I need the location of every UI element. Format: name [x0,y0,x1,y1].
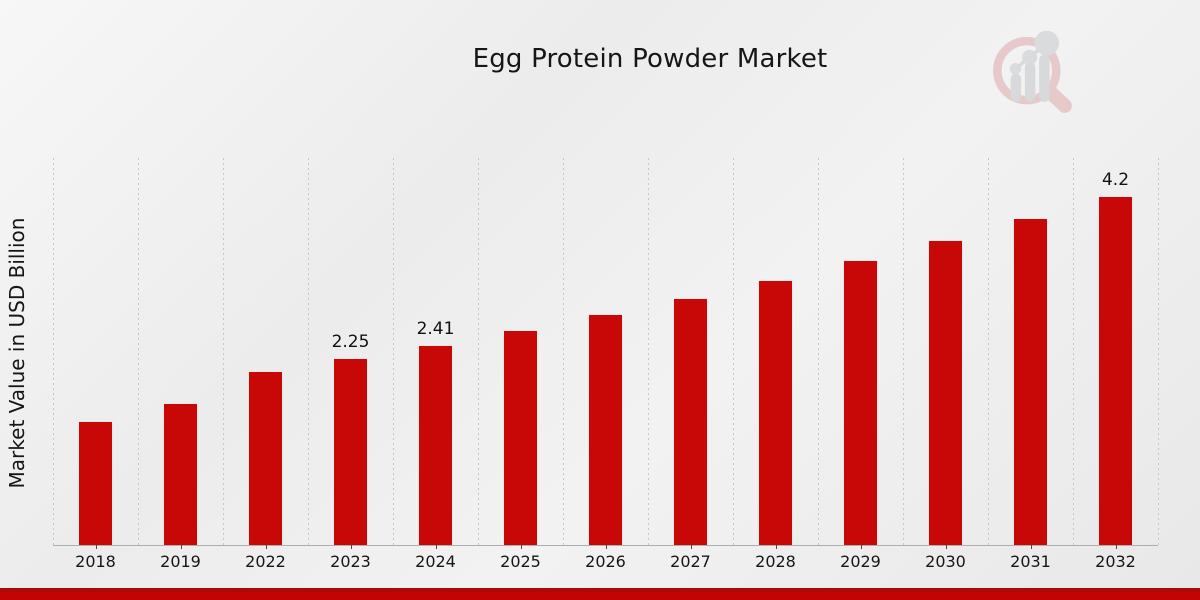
x-axis-tick [181,545,182,549]
bar-2029 [843,260,878,545]
x-axis-tick [691,545,692,549]
gridline [1158,158,1159,545]
x-tick-label-2023: 2023 [330,552,371,571]
x-axis-tick [1116,545,1117,549]
footer-banner [0,588,1200,600]
bar-2031 [1013,218,1048,545]
x-axis-tick [1031,545,1032,549]
bar-2027 [673,298,708,545]
chart-title: Egg Protein Powder Market [472,44,828,74]
gridline [1073,158,1074,545]
bar-value-label: 2.41 [416,319,455,339]
gridline [138,158,139,545]
gridline [308,158,309,545]
bar-2025 [503,330,538,545]
gridline [988,158,989,545]
bar-2023 [333,358,368,545]
bar-2026 [588,314,623,545]
x-axis-tick [521,545,522,549]
x-axis-tick [351,545,352,549]
x-tick-label-2024: 2024 [415,552,456,571]
x-tick-label-2029: 2029 [840,552,881,571]
x-axis-tick [861,545,862,549]
x-tick-label-2027: 2027 [670,552,711,571]
x-tick-label-2028: 2028 [755,552,796,571]
bar-2019 [163,403,198,545]
gridline [818,158,819,545]
x-tick-label-2018: 2018 [75,552,116,571]
x-tick-label-2030: 2030 [925,552,966,571]
bar-2022 [248,371,283,545]
x-tick-label-2025: 2025 [500,552,541,571]
x-axis-tick [266,545,267,549]
bar-value-label: 4.2 [1101,170,1130,190]
bar-2030 [928,240,963,545]
gridline [903,158,904,545]
bar-2018 [78,421,113,545]
gridline [563,158,564,545]
y-axis-label: Market Value in USD Billion [5,217,29,489]
gridline [733,158,734,545]
x-tick-label-2031: 2031 [1010,552,1051,571]
gridline [53,158,54,545]
x-tick-label-2032: 2032 [1095,552,1136,571]
x-tick-label-2026: 2026 [585,552,626,571]
bar-2028 [758,280,793,545]
gridline [478,158,479,545]
x-tick-label-2019: 2019 [160,552,201,571]
bar-2024 [418,345,453,545]
gridline [393,158,394,545]
gridline [223,158,224,545]
bar-value-label: 2.25 [331,332,370,352]
x-axis-tick [96,545,97,549]
gridline [648,158,649,545]
plot-area: 2018 2019 2022 2.25 2023 2.41 2024 2025 2026 2027… [53,158,1159,571]
bar-2032 [1098,196,1133,545]
x-axis-tick [606,545,607,549]
x-tick-label-2022: 2022 [245,552,286,571]
x-axis-tick [436,545,437,549]
x-axis-tick [946,545,947,549]
x-axis-tick [776,545,777,549]
magnifier-bar-chart-logo-icon [993,30,1072,113]
